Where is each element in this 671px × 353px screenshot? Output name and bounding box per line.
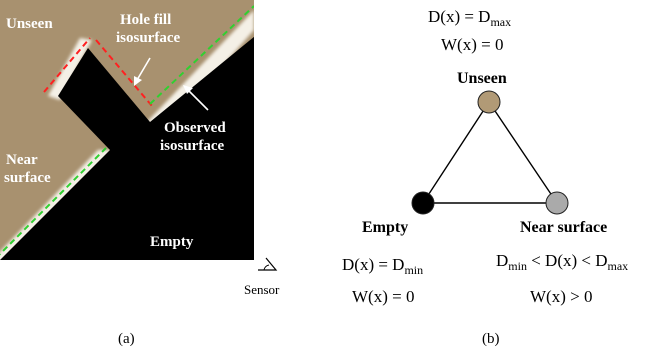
near-surface-node — [545, 191, 569, 215]
unseen-d-equation: D(x) = Dmax — [428, 7, 511, 29]
hole-fill-isosurface-line — [43, 37, 91, 93]
near-label-2: surface — [4, 170, 51, 186]
caption-a: (a) — [118, 331, 135, 347]
observed-label-2: isosurface — [160, 138, 224, 154]
near-label-1: Near — [6, 152, 38, 168]
panel-b: D(x) = Dmax W(x) = 0 Unseen Empty Near s… — [342, 7, 628, 347]
unseen-w-equation: W(x) = 0 — [441, 35, 503, 54]
hole-fill-arrow — [136, 57, 151, 81]
empty-node-label: Empty — [362, 219, 408, 236]
sensor-icon — [258, 257, 278, 271]
panel-a: Unseen Hole fill isosurface Observed iso… — [0, 0, 254, 260]
sensor-label: Sensor — [244, 282, 280, 297]
state-triangle — [421, 100, 559, 204]
empty-label-a: Empty — [150, 234, 194, 250]
observed-isosurface-line — [149, 5, 254, 105]
unseen-node — [477, 90, 501, 114]
hole-fill-label-1: Hole fill — [120, 12, 171, 28]
observed-label-1: Observed — [164, 120, 226, 136]
unseen-label-a: Unseen — [6, 16, 53, 32]
unseen-node-label: Unseen — [457, 70, 507, 87]
hole-fill-label-2: isosurface — [116, 30, 180, 46]
empty-w-equation: W(x) = 0 — [352, 287, 414, 306]
empty-node — [411, 191, 435, 215]
caption-b: (b) — [482, 331, 500, 347]
near-surface-node-label: Near surface — [520, 219, 607, 236]
near-w-equation: W(x) > 0 — [530, 287, 592, 306]
near-d-equation: Dmin < D(x) < Dmax — [496, 251, 628, 273]
observed-arrow — [187, 89, 209, 111]
empty-d-equation: D(x) = Dmin — [342, 255, 423, 277]
